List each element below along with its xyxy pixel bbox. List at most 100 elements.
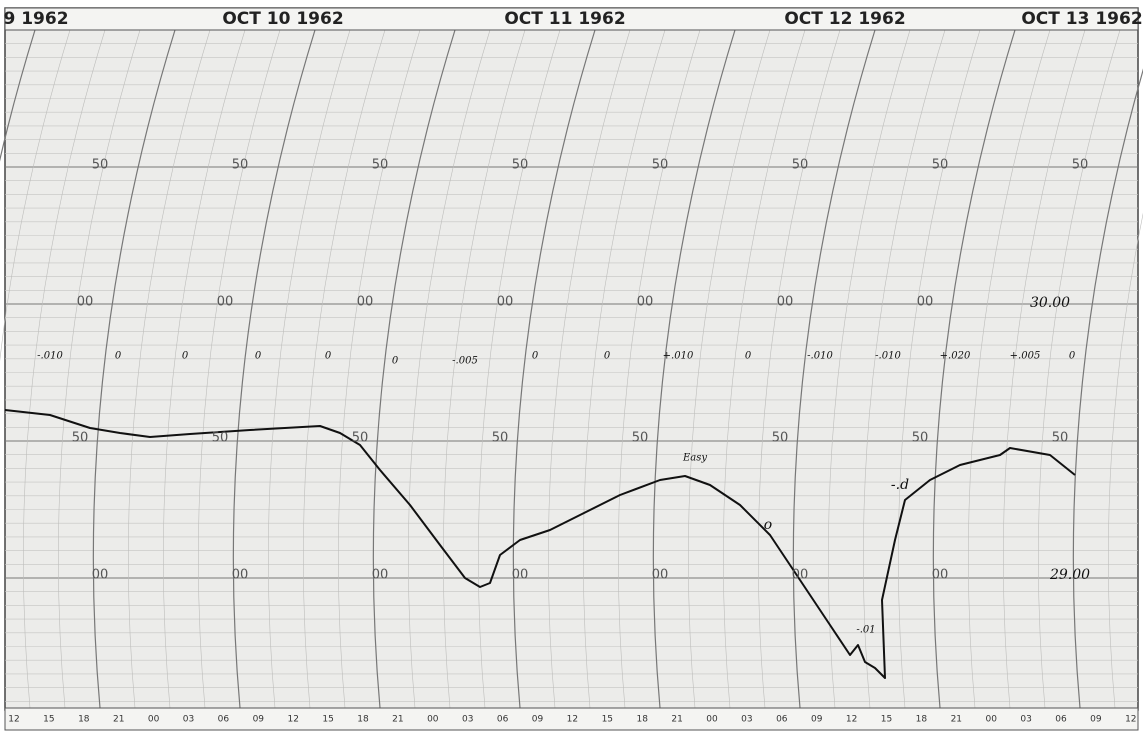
change-note: 0 [532, 351, 539, 362]
scale-label: 00 [217, 295, 234, 310]
hour-strip [4, 707, 1139, 731]
grid-arc [932, 29, 1016, 709]
hour-label: 00 [706, 715, 718, 725]
grid-arc [1072, 68, 1143, 709]
hour-label: 15 [602, 715, 613, 725]
scale-label: 50 [512, 158, 529, 173]
grid-arc [1003, 29, 1086, 709]
hour-label: 06 [776, 715, 788, 725]
scale-label: 50 [1072, 158, 1089, 173]
change-note: 0 [604, 351, 611, 362]
hour-label: 21 [951, 715, 962, 725]
change-note: +.020 [940, 351, 971, 362]
grid-arc [372, 29, 456, 709]
hand-note: Easy [682, 453, 707, 464]
change-note: 0 [392, 356, 399, 367]
scale-label: 00 [652, 568, 669, 583]
hour-label: 06 [1055, 715, 1067, 725]
hour-label: 21 [671, 715, 682, 725]
hour-label: 21 [113, 715, 124, 725]
scale-label: 50 [372, 158, 389, 173]
grid-arc [163, 29, 246, 709]
change-note: -.010 [807, 351, 833, 362]
grid-arc [863, 29, 946, 709]
hour-label: 12 [8, 715, 19, 725]
hour-label: 09 [1090, 715, 1102, 725]
scale-label: 50 [932, 158, 949, 173]
scale-label: 00 [932, 568, 949, 583]
grid-arc [232, 29, 316, 709]
change-note: -.010 [37, 351, 63, 362]
hand-note: o [764, 517, 772, 533]
grid-arc [583, 29, 666, 709]
grid [0, 29, 1143, 709]
scale-label: 00 [777, 295, 794, 310]
scale-label: 00 [497, 295, 514, 310]
change-note: 0 [325, 351, 332, 362]
change-note: 0 [255, 351, 262, 362]
grid-arc [128, 29, 211, 709]
date-label: OCT 13 1962 [1021, 9, 1142, 29]
change-note: -.005 [452, 356, 478, 367]
scale-label: 00 [917, 295, 934, 310]
grid-arc [0, 29, 71, 362]
scale-label: 00 [637, 295, 654, 310]
scale-label: 50 [352, 431, 369, 446]
hour-label: 21 [392, 715, 403, 725]
grid-arc [23, 29, 106, 709]
hour-label: 09 [253, 715, 265, 725]
scale-label: 50 [632, 431, 649, 446]
grid-arc [443, 29, 526, 709]
hour-label: 15 [881, 715, 892, 725]
grid-arc [0, 29, 36, 162]
grid-arc [268, 29, 351, 709]
hour-label: 03 [462, 715, 473, 725]
grid-arc [512, 29, 596, 709]
hour-label: 03 [183, 715, 194, 725]
hand-note: -.01 [856, 625, 875, 636]
grid-arc [338, 29, 421, 709]
scale-label: 50 [772, 431, 789, 446]
scale-label: 50 [92, 158, 109, 173]
scale-label: 00 [357, 295, 374, 310]
hour-label: 18 [916, 715, 928, 725]
grid-arc [968, 29, 1051, 709]
grid-arc [408, 29, 491, 709]
change-note: -.010 [875, 351, 901, 362]
grid-arc [792, 29, 876, 709]
hand-note: -.d [891, 477, 909, 493]
hour-label: 00 [985, 715, 997, 725]
grid-arc [758, 29, 841, 709]
scale-label: 50 [232, 158, 249, 173]
pressure-trace [4, 409, 1076, 679]
grid-arc [548, 29, 631, 709]
scale-label: 50 [792, 158, 809, 173]
change-note: 0 [182, 351, 189, 362]
date-label: 9 1962 [3, 9, 68, 29]
scale-label: 50 [72, 431, 89, 446]
grid-arc [478, 29, 561, 709]
scale-label: 50 [652, 158, 669, 173]
grid-arc [828, 29, 911, 709]
hour-label: 09 [811, 715, 823, 725]
date-label: OCT 12 1962 [784, 9, 905, 29]
grid-arc [688, 29, 771, 709]
grid-arc [92, 29, 176, 709]
hour-label: 12 [846, 715, 857, 725]
date-strip [4, 7, 1139, 31]
hour-label: 12 [567, 715, 578, 725]
grid-arc [1038, 29, 1121, 709]
hour-label: 18 [357, 715, 369, 725]
date-label: OCT 11 1962 [504, 9, 625, 29]
grid-arc [303, 29, 386, 709]
grid-arc [618, 29, 701, 709]
grid-arc [1108, 212, 1143, 709]
hour-label: 03 [1020, 715, 1031, 725]
scale-label: 00 [92, 568, 109, 583]
grid-arc [652, 29, 736, 709]
grid-arc [723, 29, 806, 709]
scale-label: 00 [77, 295, 94, 310]
hand-note: 30.00 [1030, 295, 1070, 311]
